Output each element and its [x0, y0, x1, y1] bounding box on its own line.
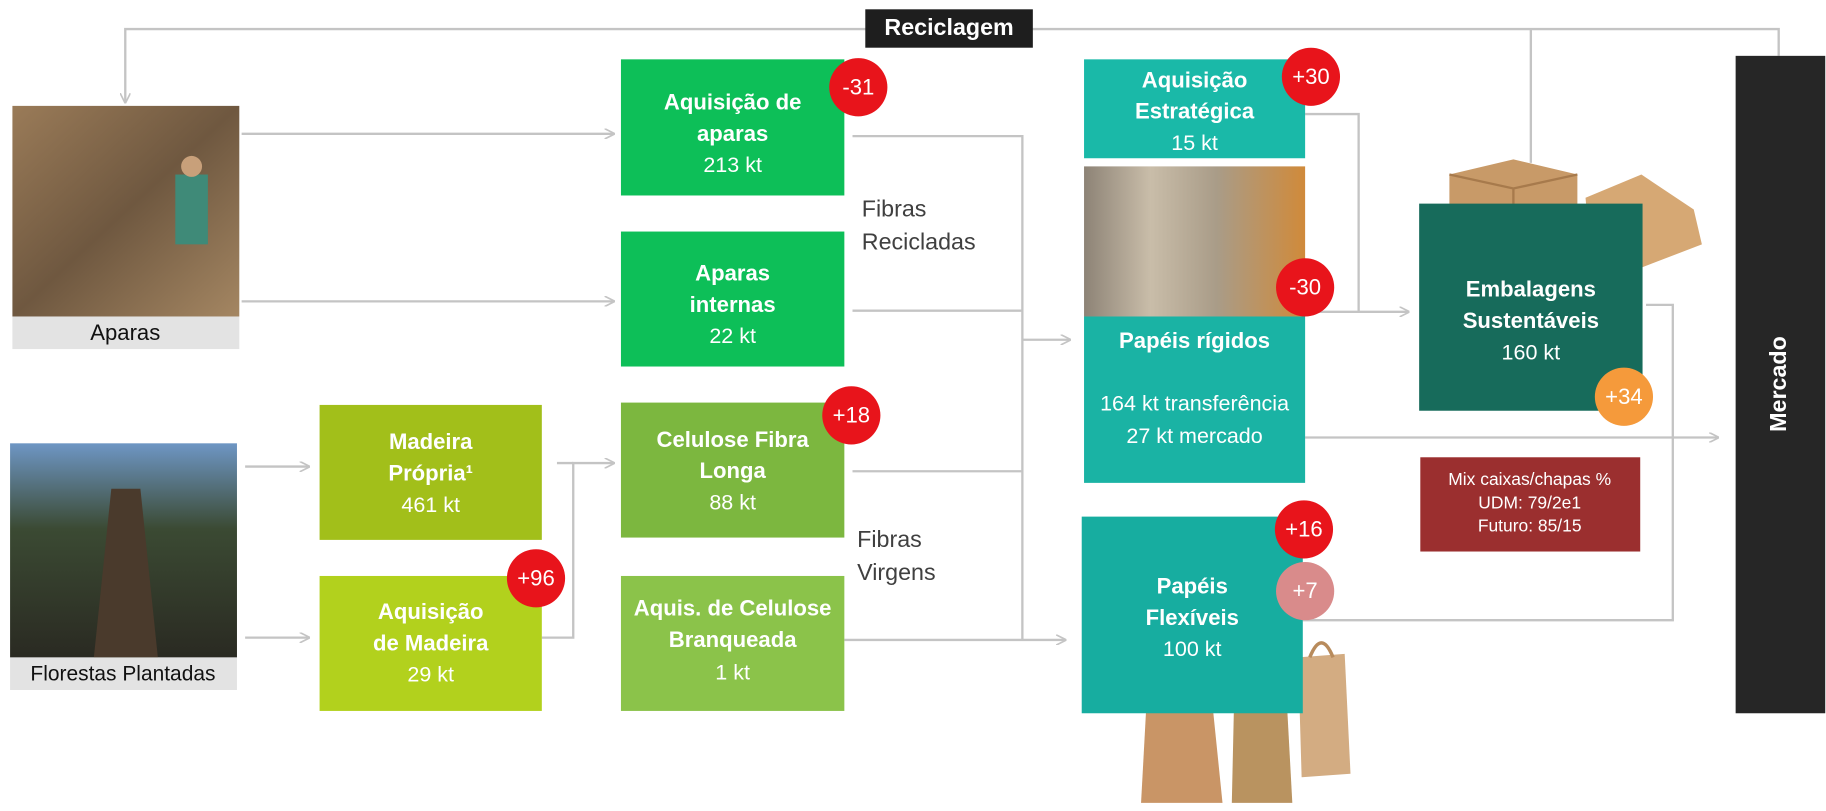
box-title: Estratégica — [1135, 99, 1255, 124]
note-line: Mix caixas/chapas % — [1448, 469, 1611, 489]
box-value: 160 kt — [1502, 340, 1561, 364]
note-line: Futuro: 85/15 — [1478, 516, 1582, 536]
box-title: internas — [690, 292, 776, 317]
paper-rolls-photo — [1084, 166, 1305, 316]
market-label: Mercado — [1765, 336, 1791, 432]
bag-image — [1298, 654, 1350, 777]
box-title: Aquis. de Celulose — [634, 596, 832, 621]
box-value: 1 kt — [715, 660, 750, 684]
source-label: Aparas — [90, 320, 160, 345]
source-label: Florestas Plantadas — [30, 662, 215, 685]
box-title: Flexíveis — [1146, 605, 1239, 630]
flow-line — [542, 463, 614, 638]
box-title: Aquisição — [1142, 67, 1248, 92]
box-value: 164 kt transferência — [1100, 392, 1289, 416]
badge-label: +18 — [833, 402, 870, 427]
box-title: Embalagens — [1466, 277, 1596, 302]
box-title: Aquisição de — [664, 89, 802, 114]
box-title: de Madeira — [373, 630, 489, 655]
box-value: 213 kt — [703, 153, 762, 177]
box-title: aparas — [697, 121, 768, 146]
badge-label: -31 — [842, 74, 874, 99]
box-title: Branqueada — [669, 627, 797, 652]
box-title: Celulose Fibra — [657, 427, 810, 452]
box-value: 461 kt — [401, 493, 460, 517]
diagram: Reciclagem Aparas Florestas Plantadas Me… — [0, 0, 1826, 811]
note-line: UDM: 79/2e1 — [1478, 492, 1581, 512]
box-value: 88 kt — [709, 491, 756, 515]
box-title: Aparas — [695, 260, 770, 285]
badge-label: +7 — [1293, 578, 1318, 603]
fiber-label: Fibras — [857, 526, 922, 552]
box-title: Aquisição — [378, 599, 484, 624]
badge-label: +96 — [517, 565, 554, 590]
badge-label: +30 — [1292, 64, 1329, 89]
badge-label: +16 — [1285, 516, 1322, 541]
worker-head — [181, 156, 202, 177]
badge-label: -30 — [1289, 274, 1321, 299]
worker-figure — [175, 175, 208, 245]
banner-label: Reciclagem — [884, 14, 1013, 40]
box-title: Papéis — [1157, 573, 1228, 598]
box-value: 22 kt — [709, 324, 756, 348]
fiber-label: Virgens — [857, 559, 935, 585]
box-value: 29 kt — [407, 663, 454, 687]
box-title: Madeira — [389, 429, 473, 454]
box-value: 100 kt — [1163, 637, 1222, 661]
fiber-label: Recicladas — [862, 228, 976, 254]
box-title: Papéis rígidos — [1119, 328, 1270, 353]
fiber-label: Fibras — [862, 196, 927, 222]
box-value: 15 kt — [1171, 131, 1218, 155]
box-value: 27 kt mercado — [1126, 424, 1262, 448]
box-title: Própria¹ — [388, 461, 473, 486]
nodes: Aquisição de aparas 213 kt -31 Aparas interna… — [320, 48, 1653, 714]
badge-label: +34 — [1605, 384, 1642, 409]
box-title: Sustentáveis — [1463, 308, 1599, 333]
box-title: Longa — [700, 458, 767, 483]
